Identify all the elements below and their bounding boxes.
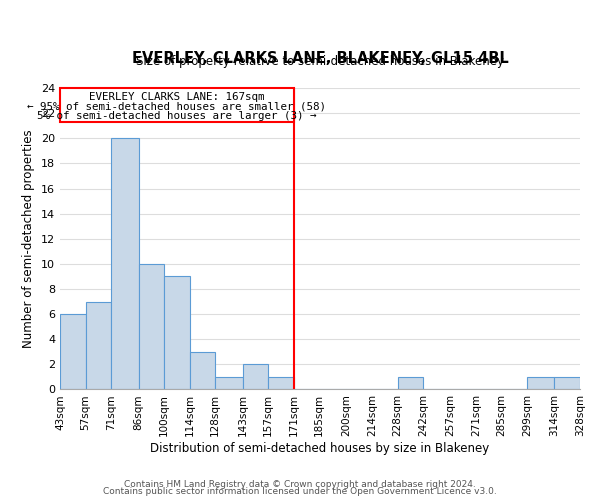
X-axis label: Distribution of semi-detached houses by size in Blakeney: Distribution of semi-detached houses by … [151, 442, 490, 455]
Text: EVERLEY CLARKS LANE: 167sqm: EVERLEY CLARKS LANE: 167sqm [89, 92, 265, 102]
Bar [554, 377, 580, 390]
Bar [190, 352, 215, 390]
Bar [86, 302, 111, 390]
Bar [139, 264, 164, 390]
Bar [268, 377, 293, 390]
Text: Contains HM Land Registry data © Crown copyright and database right 2024.: Contains HM Land Registry data © Crown c… [124, 480, 476, 489]
Bar [527, 377, 554, 390]
Text: ← 95% of semi-detached houses are smaller (58): ← 95% of semi-detached houses are smalle… [28, 102, 326, 112]
Bar [242, 364, 268, 390]
Bar [111, 138, 139, 390]
Y-axis label: Number of semi-detached properties: Number of semi-detached properties [22, 130, 35, 348]
Text: Contains public sector information licensed under the Open Government Licence v3: Contains public sector information licen… [103, 488, 497, 496]
Text: 5% of semi-detached houses are larger (3) →: 5% of semi-detached houses are larger (3… [37, 110, 317, 120]
Bar [60, 88, 293, 122]
Bar [164, 276, 190, 390]
Text: Size of property relative to semi-detached houses in Blakeney: Size of property relative to semi-detach… [136, 56, 504, 68]
Bar [398, 377, 423, 390]
Bar [60, 314, 86, 390]
Title: EVERLEY, CLARKS LANE, BLAKENEY, GL15 4BL: EVERLEY, CLARKS LANE, BLAKENEY, GL15 4BL [131, 51, 508, 66]
Bar [215, 377, 242, 390]
